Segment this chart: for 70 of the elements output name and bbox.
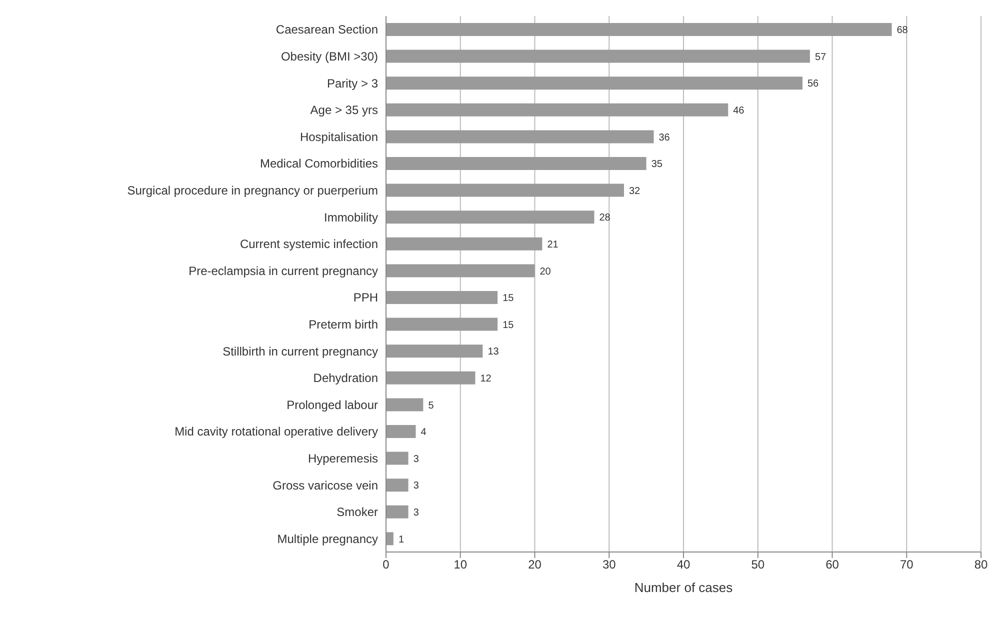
y-tick-label: Dehydration bbox=[313, 371, 378, 386]
data-label: 3 bbox=[413, 480, 420, 492]
bar bbox=[386, 50, 810, 63]
y-tick-label: Preterm birth bbox=[308, 317, 378, 332]
data-label: 3 bbox=[413, 507, 420, 518]
bar bbox=[386, 103, 728, 116]
y-tick-label: Stillbirth in current pregnancy bbox=[222, 344, 378, 358]
x-tick-label: 20 bbox=[528, 558, 542, 572]
bar bbox=[386, 398, 424, 412]
y-tick-label: Pre-eclampsia in current pregnancy bbox=[188, 264, 378, 278]
y-tick-label: Prolonged labour bbox=[286, 398, 378, 412]
bar bbox=[386, 130, 654, 144]
y-tick-label: Smoker bbox=[336, 505, 378, 520]
x-tick-label: 0 bbox=[382, 558, 390, 572]
bar bbox=[386, 478, 408, 492]
x-tick-label: 70 bbox=[900, 558, 914, 572]
y-tick-label: PPH bbox=[353, 290, 378, 305]
bar bbox=[386, 157, 646, 170]
y-tick-label: Mid cavity rotational operative delivery bbox=[174, 424, 378, 439]
data-label: 15 bbox=[502, 320, 514, 331]
bar bbox=[386, 318, 498, 331]
data-label: 13 bbox=[488, 346, 500, 358]
bar bbox=[386, 210, 594, 224]
bar bbox=[386, 76, 802, 90]
bar bbox=[386, 505, 408, 518]
x-tick-label: 10 bbox=[454, 558, 468, 572]
x-tick-label: 60 bbox=[826, 558, 840, 572]
y-tick-label: Parity > 3 bbox=[326, 76, 378, 90]
y-tick-label: Multiple pregnancy bbox=[277, 532, 378, 546]
y-tick-label: Obesity (BMI >30) bbox=[280, 49, 378, 64]
bar bbox=[386, 452, 408, 465]
data-label: 20 bbox=[540, 266, 552, 278]
bar bbox=[386, 425, 416, 438]
y-tick-label: Gross varicose vein bbox=[272, 478, 378, 492]
data-label: 56 bbox=[808, 78, 820, 90]
data-label: 1 bbox=[398, 534, 404, 546]
y-tick-label: Surgical procedure in pregnancy or puerperium bbox=[127, 183, 378, 198]
x-tick-label: 80 bbox=[974, 558, 988, 572]
data-label: 4 bbox=[420, 427, 427, 438]
bar bbox=[386, 371, 476, 384]
data-label: 21 bbox=[547, 239, 559, 250]
bar bbox=[386, 291, 498, 304]
data-label: 5 bbox=[428, 400, 434, 412]
data-label: 15 bbox=[502, 293, 514, 304]
data-label: 46 bbox=[733, 105, 745, 116]
y-tick-label: Hyperemesis bbox=[308, 451, 378, 466]
x-tick-label: 40 bbox=[676, 558, 690, 572]
data-label: 36 bbox=[658, 132, 670, 144]
data-label: 68 bbox=[896, 25, 908, 36]
y-tick-label: Age > 35 yrs bbox=[310, 103, 378, 118]
bar bbox=[386, 344, 483, 358]
bar bbox=[386, 184, 624, 197]
y-tick-label: Medical Comorbidities bbox=[260, 156, 378, 171]
y-tick-label: Caesarean Section bbox=[276, 22, 378, 37]
data-label: 3 bbox=[413, 454, 420, 465]
data-label: 35 bbox=[651, 159, 663, 170]
x-tick-label: 50 bbox=[751, 558, 765, 572]
x-tick-label: 30 bbox=[602, 558, 616, 572]
data-label: 57 bbox=[814, 52, 826, 63]
x-axis-title: Number of cases bbox=[634, 580, 734, 595]
y-tick-label: Current systemic infection bbox=[240, 237, 378, 252]
y-tick-label: Immobility bbox=[324, 210, 378, 224]
bar bbox=[386, 23, 892, 36]
bar bbox=[386, 264, 535, 278]
bar bbox=[386, 237, 542, 250]
data-label: 28 bbox=[599, 212, 611, 224]
y-tick-label: Hospitalisation bbox=[300, 130, 378, 144]
bar bbox=[386, 532, 394, 546]
data-label: 32 bbox=[629, 186, 641, 197]
data-label: 12 bbox=[480, 373, 492, 384]
